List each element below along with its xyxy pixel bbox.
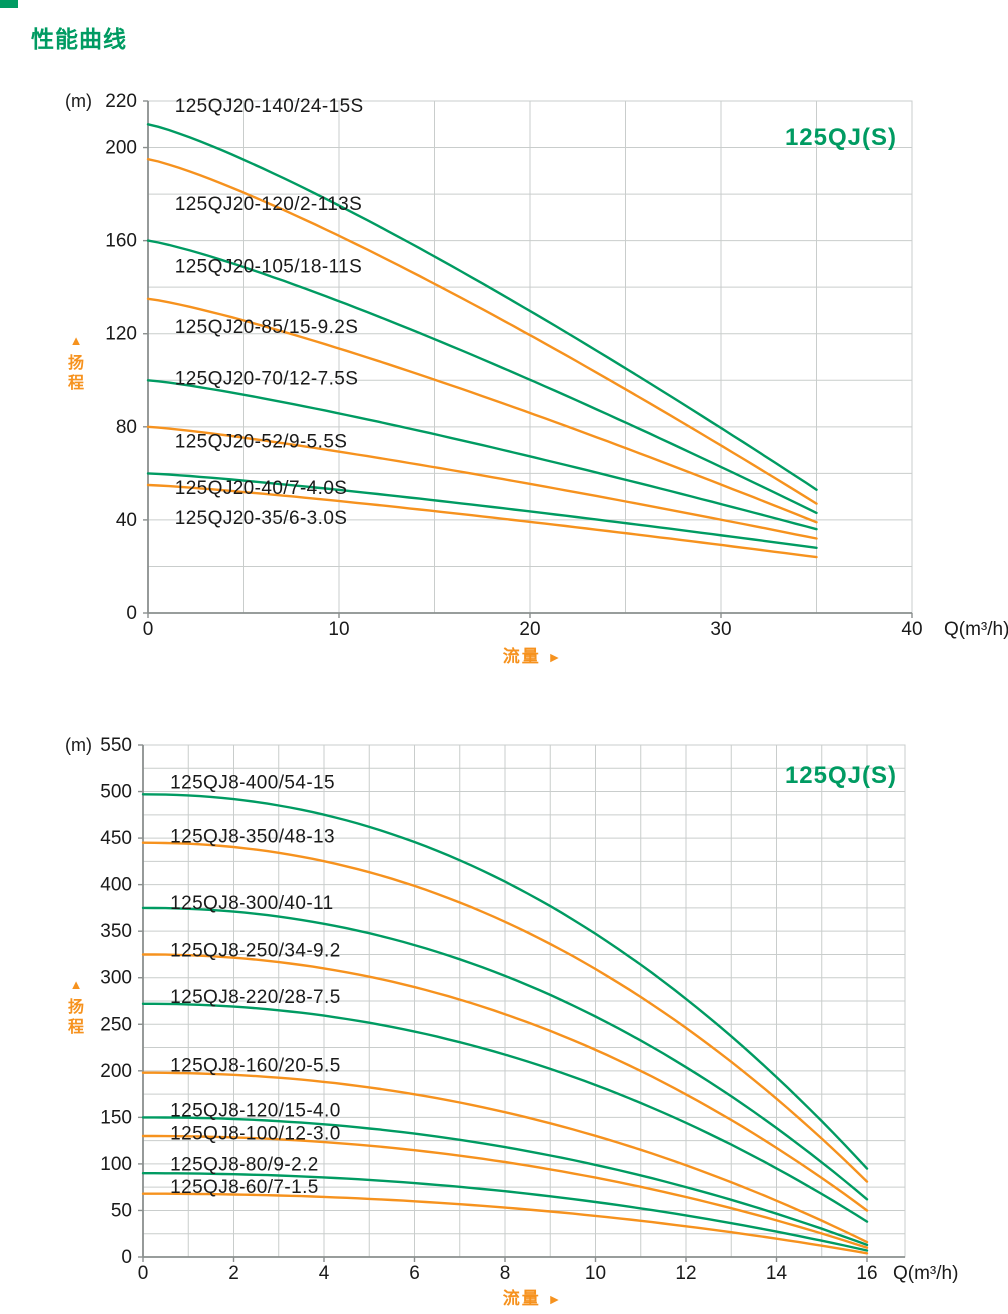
curve-125QJ20-105/18-11S [146,239,818,515]
y-tick-label: 200 [100,1061,132,1082]
y-tick-label: 220 [105,91,137,112]
curve-125QJ20-70/12-7.5S [146,379,818,531]
y-tick-label: 400 [100,875,132,896]
x-tick-label: 12 [675,1263,696,1284]
curve-label: 125QJ8-120/15-4.0 [170,1100,341,1121]
curve-125QJ8-300/40-11 [141,906,869,1201]
curve-125QJ8-250/34-9.2 [141,953,869,1212]
curve-125QJ8-220/28-7.5 [141,1002,869,1223]
curve-label: 125QJ8-160/20-5.5 [170,1056,341,1077]
y-tick-label: 0 [121,1247,132,1268]
grid [147,100,913,614]
x-tick-label: 4 [319,1263,330,1284]
curve-125QJ20-120/2-113S [146,157,818,505]
curve-label: 125QJ20-85/15-9.2S [175,317,359,338]
curve-125QJ8-400/54-15 [141,793,869,1170]
x-tick-label: 20 [519,619,540,640]
x-tick-label: 8 [500,1263,511,1284]
curve-label: 125QJ20-120/2-113S [175,194,362,215]
curve-125QJ20-40/7-4.0S [146,472,818,549]
y-axis-title: 程 [68,1018,84,1036]
curve-125QJ8-60/7-1.5 [141,1192,869,1255]
curve-label: 125QJ8-100/12-3.0 [170,1124,341,1145]
x-axis-title: 流量 ► [503,646,564,666]
y-tick-label: 0 [126,603,137,624]
page-title: 性能曲线 [31,26,127,52]
curve-label: 125QJ8-60/7-1.5 [170,1177,319,1198]
curve-label: 125QJ20-40/7-4.0S [175,478,348,499]
y-tick-label: 300 [100,968,132,989]
curve-label: 125QJ20-70/12-7.5S [175,368,359,389]
y-axis-title-group: ▲ 扬程 [68,333,84,392]
curve-125QJ20-35/6-3.0S [146,483,818,559]
y-tick-label: 150 [100,1107,132,1128]
curve-125QJ8-160/20-5.5 [141,1071,869,1244]
curve-125QJ8-120/15-4.0 [141,1116,869,1247]
y-unit-label: (m) [65,735,92,755]
x-axis-marker-icon: ► [547,649,563,665]
curve-label: 125QJ8-80/9-2.2 [170,1154,319,1175]
x-tick-label: 10 [328,619,349,640]
curve-label: 125QJ8-350/48-13 [170,827,335,848]
curve-label: 125QJ20-52/9-5.5S [175,431,348,452]
curve-label: 125QJ8-250/34-9.2 [170,940,341,961]
x-tick-label: 10 [585,1263,606,1284]
y-tick-label: 160 [105,231,137,252]
series-title: 125QJ(S) [785,124,897,151]
y-tick-label: 100 [100,1154,132,1175]
y-tick-label: 500 [100,782,132,803]
x-unit-label: Q(m³/h) [944,619,1008,640]
y-unit-label: (m) [65,91,92,111]
y-axis-title: 扬 [68,353,84,372]
header-corner-bar [0,0,18,8]
curve-125QJ8-100/12-3.0 [141,1134,869,1249]
y-axis-title: 程 [68,374,84,392]
x-tick-label: 6 [409,1263,420,1284]
x-tick-label: 30 [710,619,731,640]
y-tick-label: 80 [116,417,137,438]
curve-label: 125QJ20-140/24-15S [175,96,364,117]
y-tick-label: 120 [105,324,137,345]
y-tick-label: 550 [100,735,132,756]
curve-125QJ20-52/9-5.5S [146,425,818,540]
x-tick-label: 0 [143,619,154,640]
curve-125QJ8-80/9-2.2 [141,1171,869,1252]
curve-label: 125QJ20-35/6-3.0S [175,508,348,529]
y-tick-label: 40 [116,510,137,531]
x-tick-label: 40 [901,619,922,640]
y-axis-marker-icon: ▲ [70,333,83,348]
x-tick-label: 0 [138,1263,149,1284]
y-axis-title: 扬 [68,997,84,1016]
curve-label: 125QJ8-220/28-7.5 [170,987,341,1008]
curve-125QJ8-350/48-13 [141,841,869,1183]
y-axis-marker-icon: ▲ [70,977,83,992]
y-axis-title-group: ▲ 扬程 [68,977,84,1036]
x-unit-label: Q(m³/h) [893,1263,958,1284]
curve-label: 125QJ8-300/40-11 [170,893,333,914]
x-axis-title: 流量 ► [503,1288,564,1308]
x-axis-marker-icon: ► [547,1291,563,1307]
x-tick-label: 14 [766,1263,788,1284]
chart-1: 220 200 160 120 80 40 00 10 20 30 40 (m) Q(m³/h) 125Q… [65,91,1008,666]
curve-125QJ20-85/15-9.2S [146,297,818,524]
series-title: 125QJ(S) [785,762,897,789]
curve-label: 125QJ20-105/18-11S [175,257,362,278]
curve-125QJ20-140/24-15S [146,123,818,491]
x-tick-label: 16 [856,1263,877,1284]
y-tick-label: 250 [100,1014,132,1035]
y-tick-label: 50 [111,1200,132,1221]
y-tick-label: 350 [100,921,132,942]
x-tick-label: 2 [228,1263,239,1284]
curve-label: 125QJ8-400/54-15 [170,773,335,794]
y-tick-label: 450 [100,828,132,849]
y-tick-label: 200 [105,138,137,159]
